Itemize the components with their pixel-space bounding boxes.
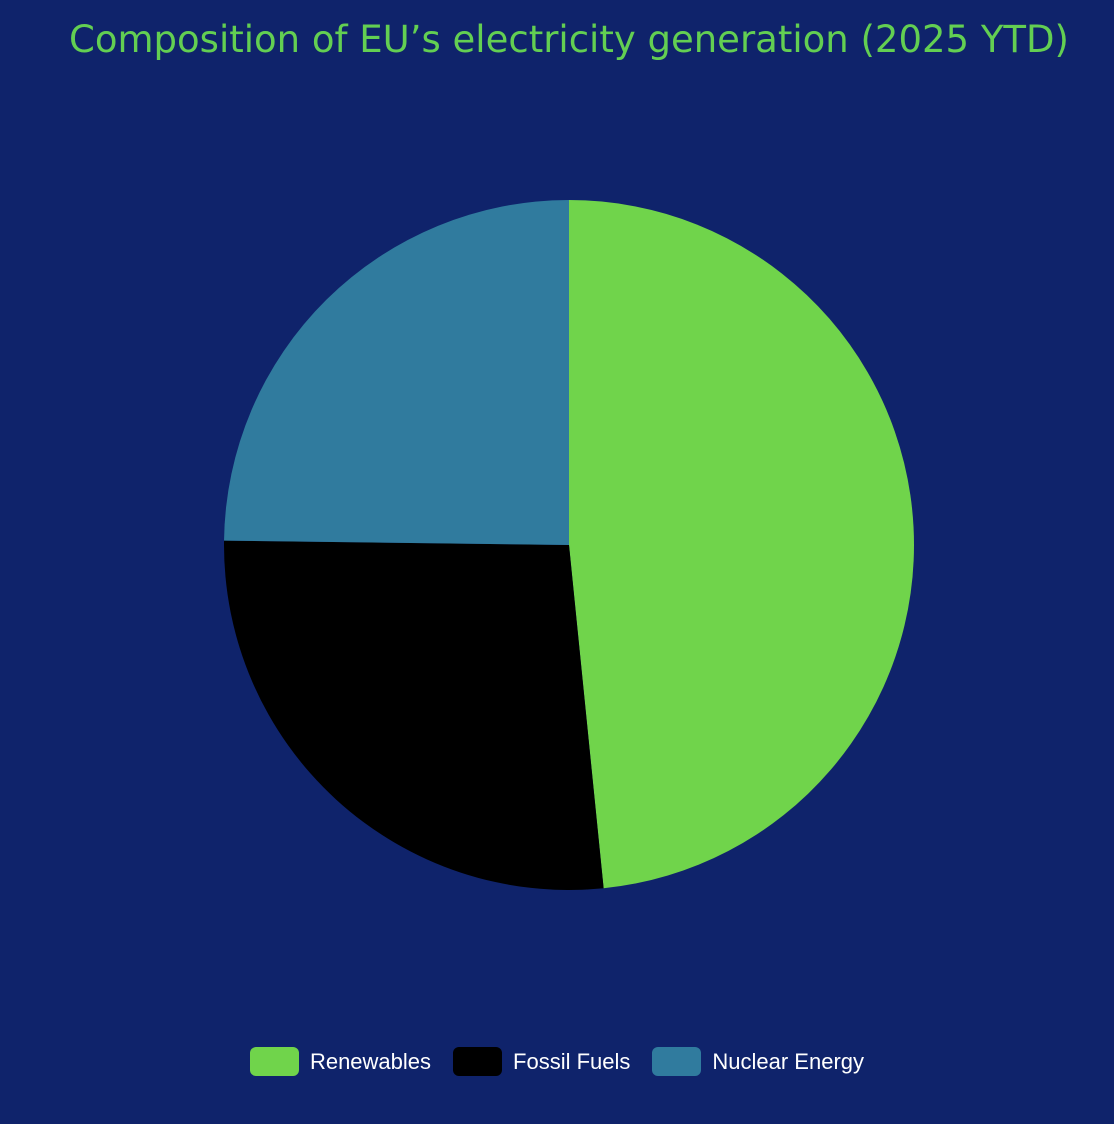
legend-item-nuclear-energy[interactable]: Nuclear Energy (652, 1047, 864, 1076)
legend-label-nuclear-energy: Nuclear Energy (712, 1048, 865, 1074)
legend-label-renewables: Renewables (309, 1048, 432, 1074)
pie-slices (224, 200, 914, 890)
pie-slice-renewables[interactable] (569, 200, 914, 889)
legend: Renewables Fossil Fuels Nuclear Energy (0, 1047, 1114, 1076)
legend-swatch-nuclear-energy (652, 1047, 702, 1076)
legend-item-renewables[interactable]: Renewables (249, 1047, 432, 1076)
legend-swatch-renewables (249, 1047, 299, 1076)
legend-swatch-fossil-fuels (453, 1047, 503, 1076)
legend-item-fossil-fuels[interactable]: Fossil Fuels (453, 1047, 630, 1076)
pie-slice-nuclear-energy[interactable] (224, 200, 570, 545)
legend-label-fossil-fuels: Fossil Fuels (513, 1048, 631, 1074)
chart-title: Composition of EU’s electricity generati… (69, 18, 1069, 61)
pie-slice-fossil-fuels[interactable] (224, 540, 604, 890)
